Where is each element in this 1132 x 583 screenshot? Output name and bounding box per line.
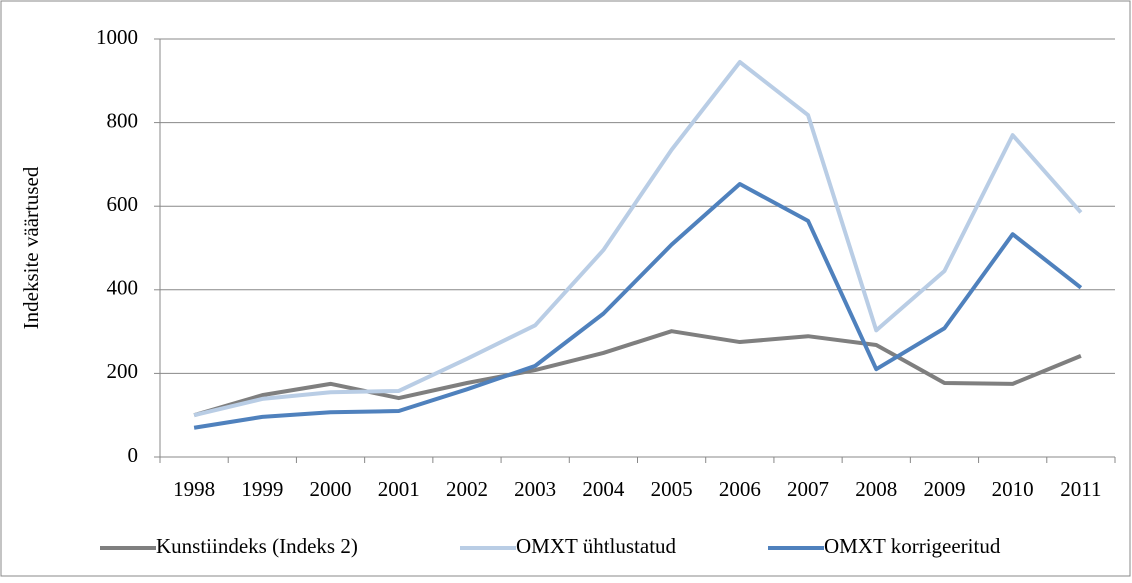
data-line [193,329,1082,418]
y-axis-label: Indeksite väärtused [19,166,43,329]
y-tick-label: 200 [107,359,139,383]
data-line [193,182,1083,430]
x-tick-label: 2001 [378,477,420,501]
x-tick-label: 2000 [310,477,352,501]
x-tick-label: 2004 [582,477,625,501]
x-tick-label: 2010 [992,477,1034,501]
x-tick-label: 2011 [1060,477,1101,501]
y-tick-label: 400 [107,276,139,300]
x-tick-label: 2002 [446,477,488,501]
legend-label: OMXT korrigeeritud [824,534,1001,558]
x-tick-label: 2008 [855,477,897,501]
legend-label: Kunstiindeks (Indeks 2) [156,534,358,558]
y-tick-label: 1000 [96,25,138,49]
x-tick-label: 2007 [787,477,829,501]
y-tick-label: 800 [107,108,139,132]
y-tick-label: 600 [107,192,139,216]
x-tick-label: 2003 [514,477,556,501]
x-tick-label: 2009 [923,477,965,501]
legend-label: OMXT ühtlustatud [516,534,677,558]
x-tick-label: 2006 [719,477,761,501]
x-tick-label: 2005 [651,477,693,501]
x-tick-label: 1998 [173,477,215,501]
data-line [193,59,1083,418]
x-tick-label: 1999 [241,477,283,501]
y-tick-label: 0 [128,443,139,467]
